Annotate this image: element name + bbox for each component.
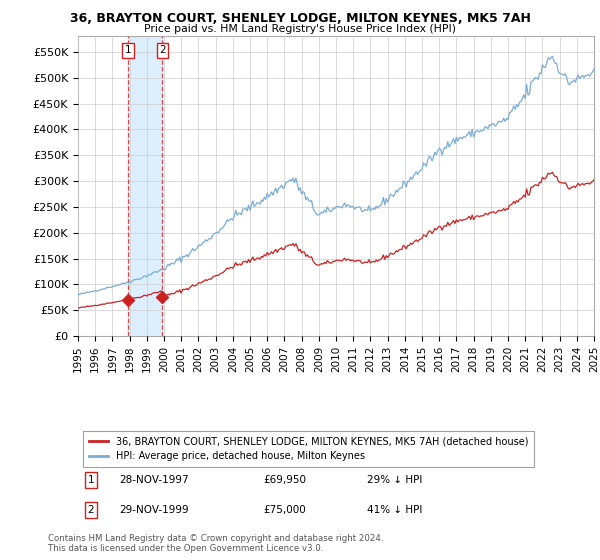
Bar	[128, 36, 163, 336]
Text: 2: 2	[159, 45, 166, 55]
Text: £75,000: £75,000	[264, 505, 307, 515]
Text: 29-NOV-1999: 29-NOV-1999	[119, 505, 189, 515]
Legend: 36, BRAYTON COURT, SHENLEY LODGE, MILTON KEYNES, MK5 7AH (detached house), HPI: : 36, BRAYTON COURT, SHENLEY LODGE, MILTON…	[83, 431, 534, 467]
Text: Contains HM Land Registry data © Crown copyright and database right 2024.
This d: Contains HM Land Registry data © Crown c…	[48, 534, 383, 553]
Text: 28-NOV-1997: 28-NOV-1997	[119, 475, 189, 485]
Text: 29% ↓ HPI: 29% ↓ HPI	[367, 475, 422, 485]
Text: 1: 1	[88, 475, 94, 485]
Text: 41% ↓ HPI: 41% ↓ HPI	[367, 505, 422, 515]
Text: Price paid vs. HM Land Registry's House Price Index (HPI): Price paid vs. HM Land Registry's House …	[144, 24, 456, 34]
Text: £69,950: £69,950	[264, 475, 307, 485]
Text: 2: 2	[88, 505, 94, 515]
Text: 1: 1	[125, 45, 131, 55]
Text: 36, BRAYTON COURT, SHENLEY LODGE, MILTON KEYNES, MK5 7AH: 36, BRAYTON COURT, SHENLEY LODGE, MILTON…	[70, 12, 530, 25]
